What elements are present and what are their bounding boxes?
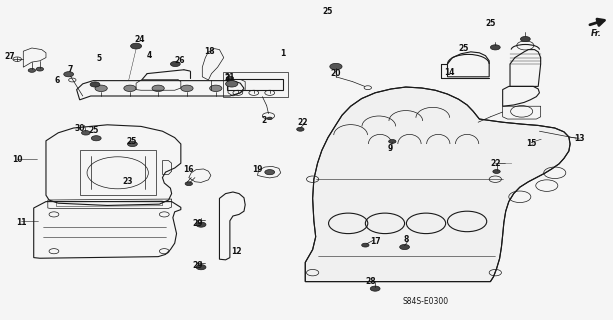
Text: 10: 10 <box>12 155 23 164</box>
Circle shape <box>297 127 304 131</box>
Text: 24: 24 <box>134 35 145 44</box>
Text: 19: 19 <box>252 165 263 174</box>
Text: 5: 5 <box>97 54 102 63</box>
Text: 26: 26 <box>174 56 185 65</box>
Text: 1: 1 <box>281 49 286 58</box>
Circle shape <box>389 140 396 143</box>
Circle shape <box>152 85 164 92</box>
Text: 29: 29 <box>192 261 204 270</box>
Circle shape <box>226 81 238 87</box>
Circle shape <box>493 170 500 173</box>
Text: Fr.: Fr. <box>590 29 601 38</box>
Circle shape <box>185 182 192 186</box>
Circle shape <box>28 68 36 72</box>
Text: 22: 22 <box>297 118 308 127</box>
Circle shape <box>64 72 74 77</box>
Text: 8: 8 <box>404 235 409 244</box>
Text: 13: 13 <box>574 134 585 143</box>
Polygon shape <box>305 87 570 282</box>
Text: 12: 12 <box>230 247 242 256</box>
Text: 15: 15 <box>527 139 536 148</box>
Text: 16: 16 <box>183 165 194 174</box>
Text: 25: 25 <box>459 44 469 52</box>
Text: 28: 28 <box>365 277 376 286</box>
Text: 4: 4 <box>147 51 151 60</box>
Circle shape <box>362 243 369 247</box>
Circle shape <box>170 61 180 67</box>
Text: 6: 6 <box>55 76 60 85</box>
Text: 21: 21 <box>224 73 235 82</box>
Text: 7: 7 <box>67 65 72 74</box>
Circle shape <box>95 85 107 92</box>
Circle shape <box>131 43 142 49</box>
Circle shape <box>226 76 234 80</box>
Circle shape <box>196 265 206 270</box>
Circle shape <box>36 67 44 71</box>
Text: 30: 30 <box>74 124 85 132</box>
Circle shape <box>490 45 500 50</box>
Circle shape <box>520 36 530 42</box>
Circle shape <box>210 85 222 92</box>
Text: 3: 3 <box>224 74 229 83</box>
Circle shape <box>330 63 342 70</box>
Text: 27: 27 <box>4 52 15 61</box>
Text: 25: 25 <box>322 7 332 16</box>
Text: 23: 23 <box>122 177 133 186</box>
Text: 29: 29 <box>192 219 204 228</box>
Text: 17: 17 <box>370 237 381 246</box>
Circle shape <box>265 170 275 175</box>
Text: 25: 25 <box>127 137 137 146</box>
Circle shape <box>196 222 206 227</box>
Circle shape <box>370 286 380 291</box>
Circle shape <box>128 141 137 147</box>
Circle shape <box>181 85 193 92</box>
Circle shape <box>267 117 272 120</box>
Text: 25: 25 <box>88 126 98 135</box>
Text: 14: 14 <box>444 68 455 77</box>
Text: 9: 9 <box>388 144 393 153</box>
Text: 11: 11 <box>16 218 27 227</box>
Circle shape <box>124 85 136 92</box>
Text: 25: 25 <box>485 19 495 28</box>
Text: S84S-E0300: S84S-E0300 <box>403 297 449 306</box>
Circle shape <box>400 244 409 250</box>
Circle shape <box>90 82 100 87</box>
Text: 22: 22 <box>490 159 501 168</box>
Text: 20: 20 <box>330 69 341 78</box>
Text: 18: 18 <box>204 47 215 56</box>
Circle shape <box>91 136 101 141</box>
Text: 2: 2 <box>261 116 266 125</box>
Circle shape <box>82 131 90 135</box>
